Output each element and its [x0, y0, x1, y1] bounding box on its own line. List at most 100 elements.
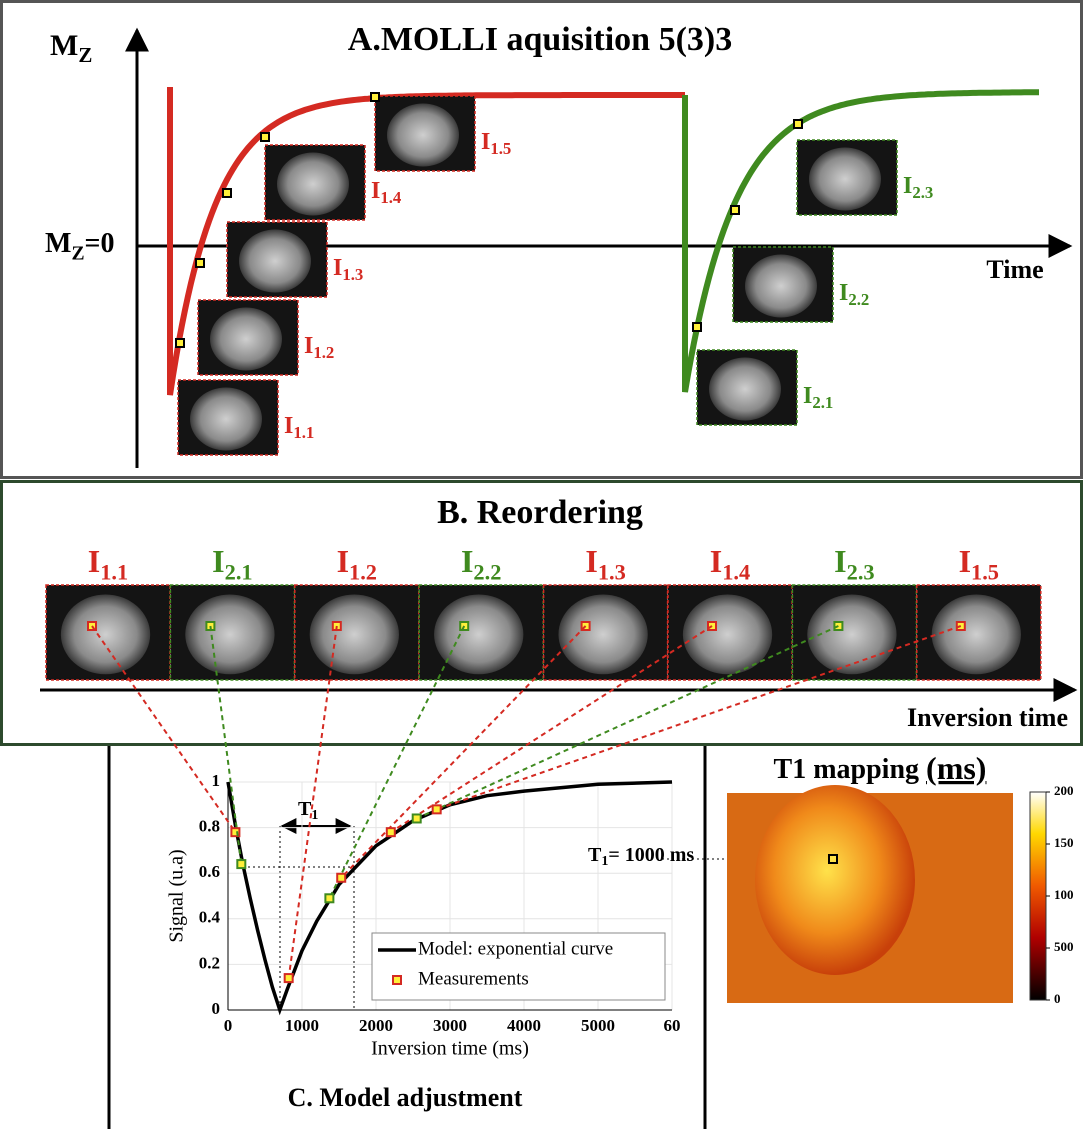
sample-point: [371, 93, 379, 101]
image-label-sub: 1.1: [293, 423, 314, 442]
image-label-base: I: [834, 543, 846, 579]
mri-image: [61, 595, 150, 675]
image-label-base: I: [337, 543, 349, 579]
image-label-sub: 1.3: [342, 265, 363, 284]
panel-title: T1 mapping (ms): [774, 750, 987, 786]
image-label-sub: 2.1: [812, 393, 833, 412]
image-label-base: I: [88, 543, 100, 579]
legend-swatch: [393, 976, 401, 984]
colorbar-label: 100: [1054, 887, 1074, 902]
measurement: [285, 974, 293, 982]
sample-point: [693, 323, 701, 331]
chart-title: C. Model adjustment: [288, 1083, 523, 1112]
image-label-base: I: [212, 543, 224, 579]
image-label-sub: 1.1: [100, 560, 128, 585]
point: [829, 855, 837, 863]
mz-curve: [685, 92, 1039, 392]
image-label-sub: 2.2: [848, 290, 869, 309]
image-label-base: I: [304, 333, 313, 359]
axis-label: Time: [986, 255, 1043, 284]
axis-label-base: M: [45, 228, 71, 259]
y-tick-label: 0: [212, 999, 221, 1018]
image-label-base: I: [481, 129, 490, 155]
image-label-sub: 1.3: [598, 560, 626, 585]
image-label: I1.2: [304, 333, 334, 363]
measurement: [237, 860, 245, 868]
figure: A.MOLLI aquisition 5(3)3 Time B. Reorder…: [0, 0, 1083, 1129]
mri-image: [310, 595, 399, 675]
image-label: I1.1: [88, 543, 128, 584]
axis-label-base: M: [50, 29, 78, 62]
x-tick-label: 0: [224, 1016, 233, 1035]
measurement: [433, 805, 441, 813]
image-label-base: I: [710, 543, 722, 579]
image-label-sub: 1.4: [380, 188, 402, 207]
image-label: I2.2: [461, 543, 501, 584]
sample-point: [731, 206, 739, 214]
image-label: I1.4: [710, 543, 750, 584]
mri-image: [387, 104, 459, 167]
panel-a-frame: [2, 2, 1082, 478]
y-tick-label: 1: [212, 771, 221, 790]
sample-point: [176, 339, 184, 347]
colorbar-label: 150: [1054, 835, 1074, 850]
image-label-sub: 2.3: [912, 183, 933, 202]
image-label: I2.1: [803, 383, 833, 413]
y-tick-label: 0.6: [199, 862, 220, 881]
mri-image: [185, 595, 274, 675]
title-unit: (ms): [926, 750, 986, 786]
measurement: [413, 814, 421, 822]
axis-label: Signal (u.a): [166, 849, 188, 942]
annotation-sub: 1: [601, 854, 608, 869]
axis-label: MZ: [50, 29, 92, 67]
t1-map: [755, 785, 915, 975]
image-label: I1.3: [585, 543, 625, 584]
image-label: I1.5: [959, 543, 999, 584]
image-label-base: I: [803, 383, 812, 409]
colorbar-label: 200: [1054, 783, 1074, 798]
x-tick-label: 2000: [359, 1016, 393, 1035]
mri-image: [277, 153, 349, 216]
image-label: I2.3: [834, 543, 874, 584]
image-label-sub: 1.5: [971, 560, 999, 585]
axis-label: MZ=0: [45, 228, 114, 263]
sample-point: [196, 259, 204, 267]
mri-image: [683, 595, 772, 675]
sample-point: [223, 189, 231, 197]
annotation-sub: 1: [311, 808, 318, 823]
image-label: I2.2: [839, 280, 869, 310]
image-label-base: I: [333, 255, 342, 281]
panel-title: B. Reordering: [437, 494, 643, 531]
x-tick-label: 4000: [507, 1016, 541, 1035]
image-label-base: I: [839, 280, 848, 306]
axis-label: Inversion time (ms): [371, 1038, 529, 1060]
annotation-tail: = 1000 ms: [608, 844, 694, 866]
annotation: T1= 1000 ms: [588, 844, 694, 870]
x-tick-label: 60: [664, 1016, 681, 1035]
axis-label-tail: =0: [85, 228, 115, 259]
image-label-base: I: [959, 543, 971, 579]
title-text: T1 mapping: [774, 754, 927, 785]
mri-image: [210, 308, 282, 371]
y-tick-label: 0.2: [199, 953, 220, 972]
axis-label-sub: Z: [78, 43, 92, 67]
image-label-sub: 1.5: [490, 139, 511, 158]
image-label-sub: 1.4: [722, 560, 750, 585]
colorbar-label: 500: [1054, 939, 1074, 954]
mri-image: [745, 255, 817, 318]
measurement: [337, 874, 345, 882]
image-label-sub: 2.2: [473, 560, 501, 585]
panel-title: A.MOLLI aquisition 5(3)3: [348, 21, 732, 58]
x-tick-label: 3000: [433, 1016, 467, 1035]
image-label: I2.1: [212, 543, 252, 584]
measurement: [325, 894, 333, 902]
image-label: I1.4: [371, 178, 402, 208]
sample-point: [794, 120, 802, 128]
colorbar-label: 0: [1054, 991, 1061, 1006]
image-label-base: I: [461, 543, 473, 579]
image-label-base: I: [585, 543, 597, 579]
mri-image: [932, 595, 1021, 675]
axis-label: Inversion time: [907, 703, 1068, 732]
legend-label: Model: exponential curve: [418, 938, 613, 959]
annotation-base: T: [588, 844, 602, 866]
